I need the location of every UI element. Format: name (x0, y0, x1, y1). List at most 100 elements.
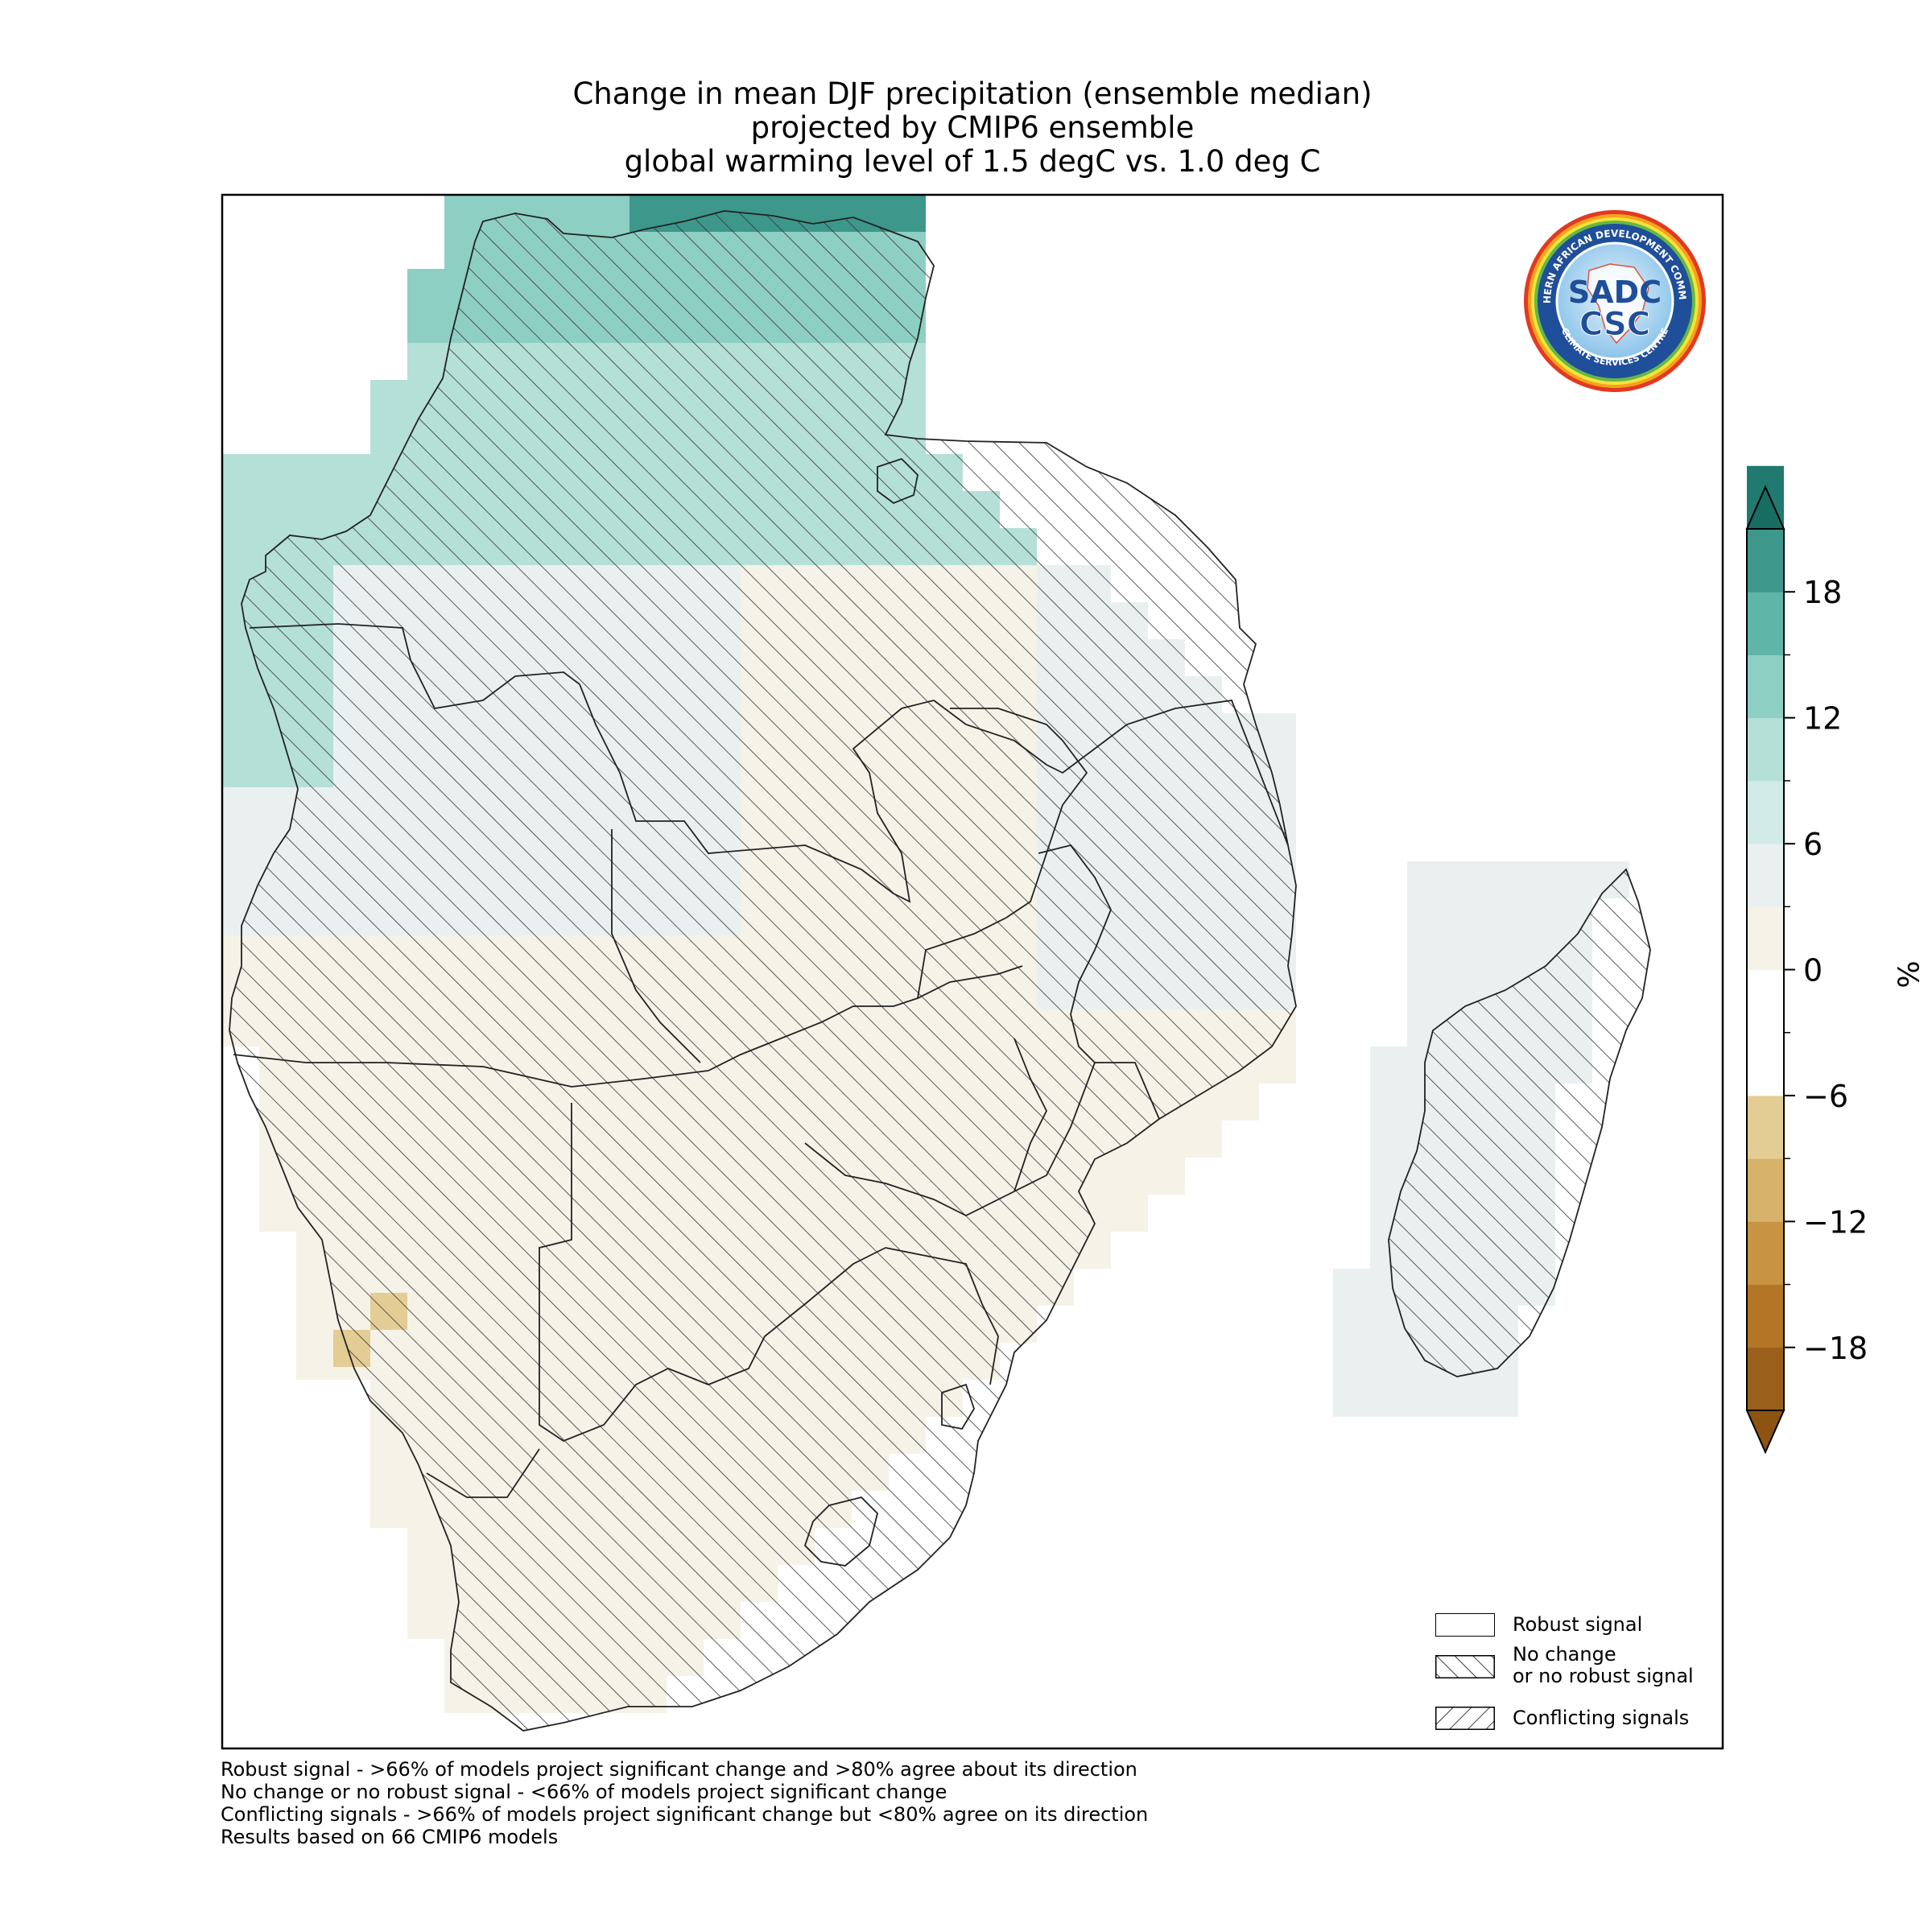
grid-cell (259, 787, 296, 824)
tanzania-border (933, 700, 1289, 846)
grid-cell (1333, 1306, 1370, 1343)
gabon-congo-border (249, 623, 580, 709)
grid-cell (1481, 898, 1518, 935)
mozambique-border (1013, 1062, 1160, 1192)
grid-cells (222, 195, 1650, 1731)
legend-label-no-change: No change or no robust signal (1513, 1644, 1694, 1687)
malawi-border (1038, 844, 1112, 1063)
grid-cell (407, 306, 444, 343)
legend-swatch-robust (1435, 1613, 1495, 1637)
grid-cell (1444, 935, 1481, 972)
lesotho-border (803, 1496, 878, 1567)
angola-drc-border (611, 829, 701, 1063)
colorbar-unit-label: % (1893, 960, 1926, 989)
title-line-2: projected by CMIP6 ensemble (750, 110, 1195, 145)
grid-cell (222, 528, 259, 565)
grid-cell (407, 269, 444, 306)
grid-cell (1407, 1380, 1444, 1417)
title-line-3: global warming level of 1.5 degC vs. 1.0… (624, 144, 1321, 179)
grid-cell (1333, 1343, 1370, 1380)
grid-cell (592, 195, 630, 232)
grid-cell (1111, 1195, 1148, 1232)
map-title: Change in mean DJF precipitation (ensemb… (222, 77, 1723, 179)
grid-cell (370, 1491, 407, 1528)
grid-cell (1111, 1158, 1148, 1195)
eswatini-border (941, 1383, 975, 1430)
grid-cell (1444, 861, 1481, 898)
grid-cell (333, 454, 370, 491)
hatching-mainland (229, 211, 1296, 1731)
grid-cell (1148, 1158, 1185, 1195)
grid-cell (259, 1195, 296, 1232)
logo-top-text: SADC (1568, 275, 1662, 310)
drc-border (579, 683, 935, 903)
grid-cell (1259, 713, 1296, 750)
legend-label-no-change-line2: or no robust signal (1513, 1665, 1694, 1687)
grid-cell (1370, 1158, 1407, 1195)
grid-cell (1407, 898, 1444, 935)
country-borders (229, 210, 1651, 1732)
hatching-madagascar (1389, 869, 1650, 1377)
grid-cell (259, 491, 296, 528)
grid-cell (1370, 1121, 1407, 1158)
footnote-conflicting: Conflicting signals - >66% of models pro… (221, 1803, 1149, 1826)
sadc-csc-logo: SADC CSC SOUTHERN AFRICAN DEVELOPMENT CO… (1517, 199, 1708, 394)
map-frame-border (221, 193, 1724, 1750)
grid-cell (222, 491, 259, 528)
legend-label-robust: Robust signal (1513, 1613, 1643, 1636)
grid-cell (1555, 861, 1592, 898)
grid-cell (1370, 1046, 1407, 1084)
mainland-coastline (229, 210, 1297, 1732)
grid-cell (1407, 861, 1444, 898)
grid-cell (259, 454, 296, 491)
grid-cell (1481, 1380, 1518, 1417)
grid-cell (370, 1454, 407, 1491)
grid-cell (222, 454, 259, 491)
grid-cell (1444, 1380, 1481, 1417)
grid-cell (222, 861, 259, 898)
grid-cell (407, 1528, 444, 1565)
grid-cell (1370, 1380, 1407, 1417)
lake-victoria (877, 457, 919, 505)
grid-cell (1444, 898, 1481, 935)
grid-cell (296, 1269, 333, 1306)
title-line-1: Change in mean DJF precipitation (ensemb… (572, 76, 1373, 111)
zimbabwe-border (804, 1038, 1048, 1217)
grid-cell (222, 713, 259, 750)
legend-label-conflicting: Conflicting signals (1513, 1707, 1690, 1729)
logo-emblem: SADC CSC SOUTHERN AFRICAN DEVELOPMENT CO… (1517, 199, 1706, 392)
footnote-robust: Robust signal - >66% of models project s… (221, 1758, 1137, 1781)
zambia-border (708, 965, 1023, 1071)
grid-cell (1481, 861, 1518, 898)
south-africa-border (885, 1247, 999, 1385)
grid-cell (296, 454, 333, 491)
grid-cell (1333, 1380, 1370, 1417)
botswana-border (539, 1103, 886, 1443)
grid-cell (1407, 935, 1444, 972)
grid-cell (407, 343, 444, 380)
grid-cell (1518, 898, 1555, 935)
grid-cell (222, 787, 259, 824)
footnote-models: Results based on 66 CMIP6 models (221, 1826, 559, 1848)
grid-cell (1481, 935, 1518, 972)
grid-cell (1259, 1046, 1296, 1084)
logo-bottom-text: CSC (1579, 306, 1650, 343)
grid-cell (1370, 1084, 1407, 1121)
legend-swatch-conflicting (1435, 1707, 1495, 1730)
legend-label-no-change-line1: No change (1513, 1643, 1616, 1666)
madagascar-coastline (1388, 868, 1651, 1377)
grid-cell (1370, 1343, 1407, 1380)
grid-cell (1333, 1269, 1370, 1306)
grid-cell (1185, 1121, 1222, 1158)
zambia-tanzania-border (917, 708, 1088, 999)
grid-cell (222, 824, 259, 861)
grid-cell (370, 417, 407, 454)
grid-cell (1222, 1084, 1259, 1121)
grid-cell (296, 1343, 333, 1380)
grid-cell (1407, 972, 1444, 1009)
grid-cell (222, 676, 259, 713)
legend-swatch-no-change (1435, 1655, 1495, 1678)
grid-cell (444, 195, 481, 232)
footnotes: Robust signal - >66% of models project s… (221, 1758, 1148, 1848)
